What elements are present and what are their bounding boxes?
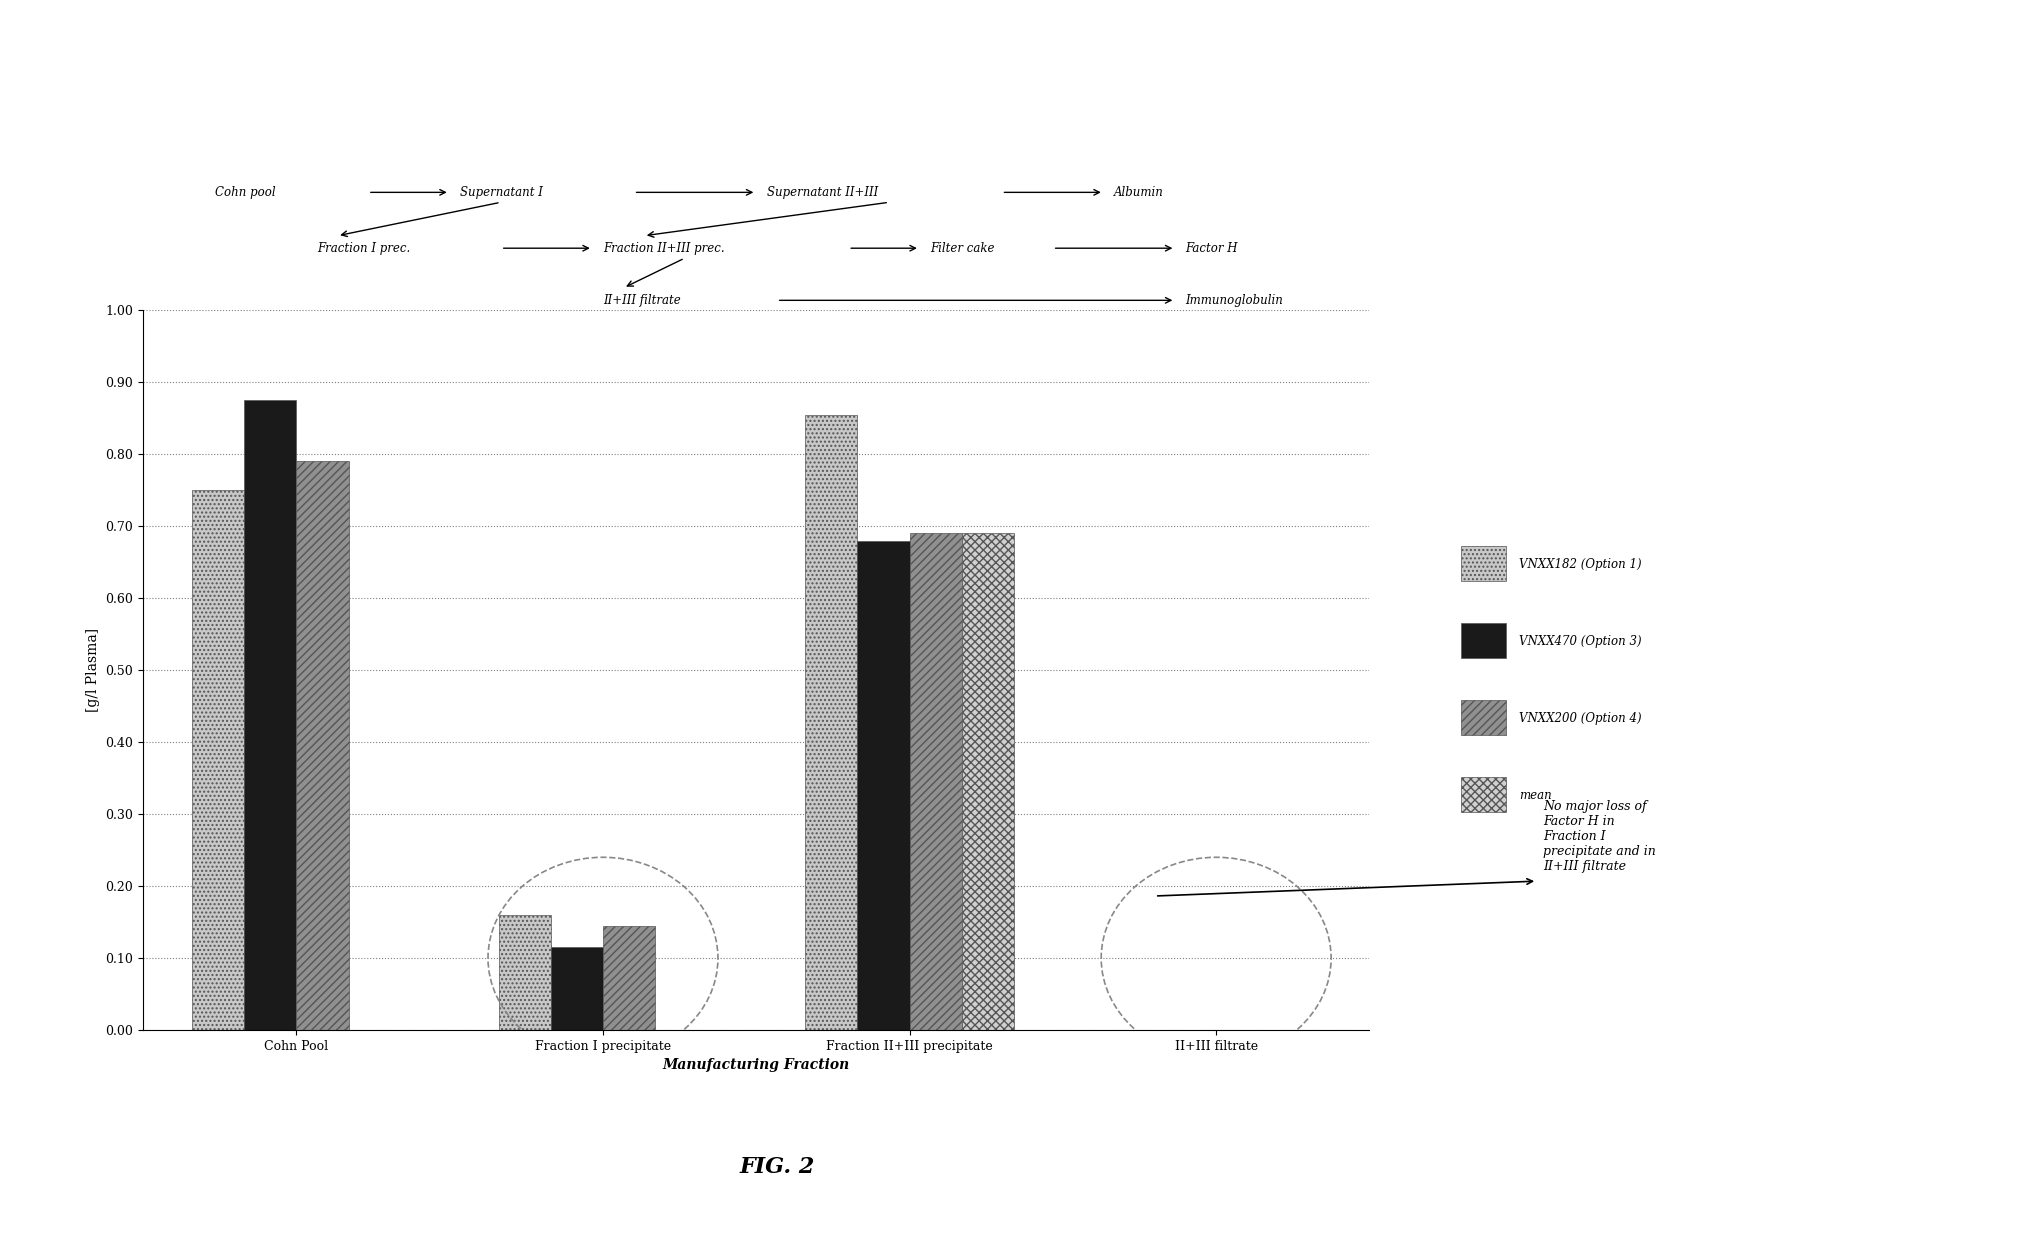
Bar <box>552 947 603 1030</box>
Y-axis label: [g/l Plasma]: [g/l Plasma] <box>86 628 100 712</box>
Bar <box>192 490 245 1030</box>
Bar <box>805 414 858 1030</box>
X-axis label: Manufacturing Fraction: Manufacturing Fraction <box>662 1059 850 1072</box>
Text: Factor H: Factor H <box>1186 242 1239 254</box>
Bar <box>961 534 1014 1030</box>
Text: FIG. 2: FIG. 2 <box>740 1155 814 1178</box>
Text: Cohn pool: Cohn pool <box>215 186 276 199</box>
Text: Filter cake: Filter cake <box>930 242 995 254</box>
Text: VNXX200 (Option 4): VNXX200 (Option 4) <box>1519 712 1641 725</box>
Bar <box>603 926 654 1030</box>
Bar <box>245 400 296 1030</box>
Text: II+III filtrate: II+III filtrate <box>603 294 681 307</box>
Text: Albumin: Albumin <box>1114 186 1163 199</box>
Text: No major loss of
Factor H in
Fraction I
precipitate and in
II+III filtrate: No major loss of Factor H in Fraction I … <box>1543 800 1656 874</box>
Bar <box>910 534 963 1030</box>
Bar <box>296 462 347 1030</box>
Text: Fraction II+III prec.: Fraction II+III prec. <box>603 242 726 254</box>
Text: VNXX182 (Option 1): VNXX182 (Option 1) <box>1519 558 1641 571</box>
Text: Supernatant I: Supernatant I <box>460 186 544 199</box>
Text: Supernatant II+III: Supernatant II+III <box>766 186 877 199</box>
Text: Immunoglobulin: Immunoglobulin <box>1186 294 1284 307</box>
Text: VNXX470 (Option 3): VNXX470 (Option 3) <box>1519 635 1641 648</box>
Bar <box>858 541 910 1030</box>
Text: mean: mean <box>1519 789 1551 802</box>
Text: Fraction I prec.: Fraction I prec. <box>317 242 411 254</box>
Bar <box>499 915 552 1030</box>
